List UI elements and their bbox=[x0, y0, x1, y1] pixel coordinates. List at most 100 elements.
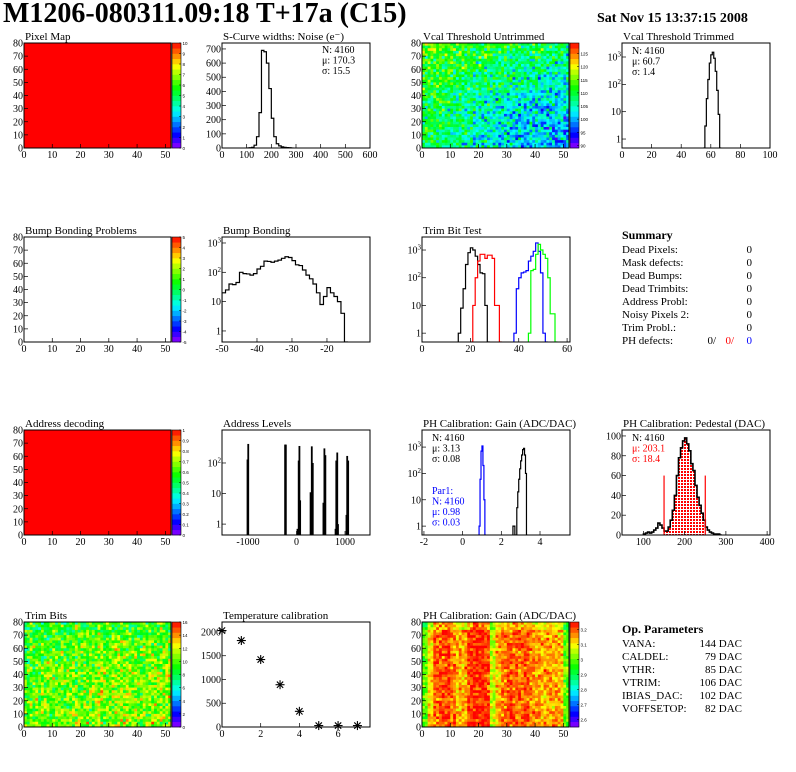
plot-area bbox=[246, 49, 294, 148]
heatmap-cell bbox=[89, 640, 93, 644]
heatmap-cell bbox=[49, 624, 53, 628]
heatmap-cell bbox=[55, 648, 59, 652]
heatmap-cell bbox=[472, 92, 477, 96]
heatmap-cell bbox=[438, 140, 443, 144]
heatmap-cell bbox=[35, 656, 39, 660]
heatmap-cell bbox=[441, 627, 445, 631]
heatmap-cell bbox=[492, 119, 496, 123]
heatmap-cell bbox=[117, 640, 121, 644]
heatmap-cell bbox=[80, 674, 84, 678]
heatmap-cell bbox=[543, 132, 547, 136]
heatmap-cell bbox=[69, 711, 73, 715]
heatmap-cell bbox=[441, 71, 445, 75]
heatmap-cell bbox=[120, 671, 124, 675]
heatmap-cell bbox=[529, 85, 533, 88]
tick-label: 40 bbox=[132, 344, 142, 355]
heatmap-cell bbox=[148, 690, 152, 694]
heatmap-cell bbox=[492, 121, 496, 125]
heatmap-cell bbox=[122, 700, 127, 704]
chart-title: Address decoding bbox=[25, 418, 105, 430]
palette-band bbox=[172, 294, 181, 301]
heatmap-cell bbox=[526, 140, 530, 144]
heatmap-cell bbox=[532, 69, 536, 73]
heatmap-cell bbox=[549, 627, 553, 631]
heatmap-cell bbox=[52, 666, 56, 670]
tick-label: 100 bbox=[763, 150, 778, 161]
heatmap-cell bbox=[461, 100, 465, 104]
heatmap-cell bbox=[532, 127, 536, 130]
heatmap-cell bbox=[557, 90, 561, 94]
heatmap-cell bbox=[453, 66, 457, 70]
heatmap-cell bbox=[38, 627, 42, 631]
heatmap-cell bbox=[46, 627, 50, 631]
heatmap-cell bbox=[433, 66, 437, 70]
heatmap-cell bbox=[503, 622, 508, 625]
heatmap-cell bbox=[105, 692, 110, 696]
heatmap-cell bbox=[103, 648, 107, 652]
heatmap-cell bbox=[503, 121, 508, 125]
heatmap-cell bbox=[475, 627, 479, 631]
heatmap-cell bbox=[94, 671, 98, 675]
heatmap-cell bbox=[566, 61, 569, 65]
heatmap-cell bbox=[60, 687, 64, 691]
heatmap-cell bbox=[125, 640, 129, 644]
heatmap-cell bbox=[503, 627, 508, 631]
heatmap-cell bbox=[492, 82, 496, 86]
heatmap-cell bbox=[26, 687, 30, 691]
heatmap-cell bbox=[148, 711, 152, 715]
heatmap-cell bbox=[165, 708, 169, 712]
heatmap-cell bbox=[128, 692, 132, 696]
heatmap-cell bbox=[424, 45, 428, 49]
heatmap-cell bbox=[91, 658, 95, 662]
heatmap-cell bbox=[535, 113, 539, 117]
heatmap-cell bbox=[63, 653, 67, 657]
heatmap-cell bbox=[40, 695, 45, 699]
heatmap-cell bbox=[424, 137, 428, 141]
heatmap-cell bbox=[455, 58, 460, 62]
heatmap-cell bbox=[125, 703, 129, 707]
tick-label-exponent: 3 bbox=[618, 50, 622, 58]
heatmap-cell bbox=[464, 134, 468, 138]
heatmap-cell bbox=[447, 145, 451, 148]
heatmap-cell bbox=[91, 650, 95, 654]
data-point bbox=[352, 721, 362, 731]
heatmap-cell bbox=[427, 61, 431, 65]
heatmap-cell bbox=[131, 656, 135, 660]
heatmap-cell bbox=[159, 635, 163, 639]
heatmap-cell bbox=[523, 69, 527, 73]
tick-label: 30 bbox=[411, 104, 421, 115]
heatmap-cell bbox=[444, 119, 448, 123]
heatmap-cell bbox=[478, 66, 482, 70]
heatmap-cell bbox=[151, 661, 155, 665]
heatmap-cell bbox=[424, 113, 428, 117]
heatmap-cell bbox=[526, 82, 530, 86]
heatmap-cell bbox=[24, 653, 28, 657]
heatmap-cell bbox=[424, 95, 428, 99]
heatmap-cell bbox=[111, 671, 115, 675]
heatmap-cell bbox=[86, 650, 90, 654]
heatmap-cell bbox=[29, 637, 33, 641]
palette-band bbox=[172, 440, 181, 447]
heatmap-cell bbox=[49, 716, 53, 720]
heatmap-cell bbox=[526, 87, 530, 91]
heatmap-cell bbox=[532, 121, 536, 125]
heatmap-cell bbox=[472, 100, 477, 104]
palette-band bbox=[172, 700, 181, 707]
heatmap-cell bbox=[430, 85, 434, 88]
heatmap-cell bbox=[91, 687, 95, 691]
heatmap-cell bbox=[487, 50, 491, 54]
heatmap-cell bbox=[137, 669, 141, 673]
heatmap-cell bbox=[520, 87, 525, 91]
heatmap-cell bbox=[453, 627, 457, 631]
heatmap-cell bbox=[55, 656, 59, 660]
heatmap-cell bbox=[120, 724, 124, 727]
heatmap-cell bbox=[162, 700, 166, 704]
heatmap-cell bbox=[526, 53, 530, 57]
heatmap-cell bbox=[492, 113, 496, 117]
heatmap-cell bbox=[433, 140, 437, 144]
heatmap-cell bbox=[484, 121, 488, 125]
tick-label: 20 bbox=[474, 150, 484, 161]
tick-label: 0 bbox=[22, 537, 27, 548]
heatmap-cell bbox=[43, 721, 47, 725]
heatmap-cell bbox=[447, 140, 451, 144]
